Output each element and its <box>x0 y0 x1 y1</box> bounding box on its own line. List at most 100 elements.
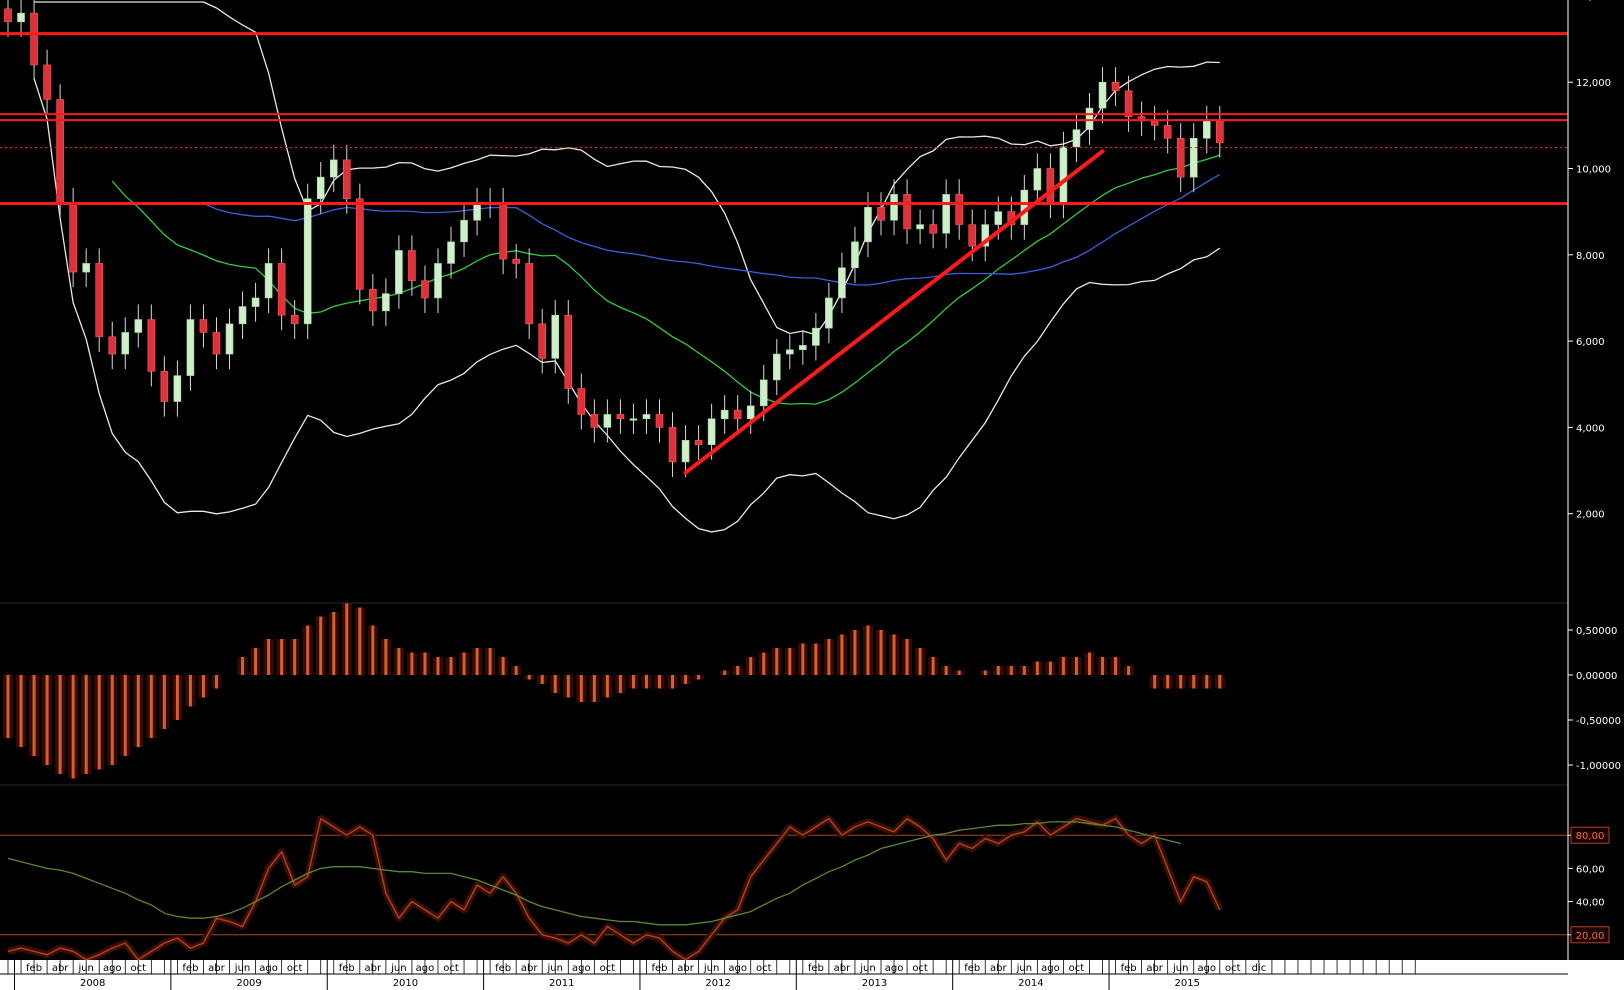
histogram-bar <box>1035 661 1039 675</box>
oscillator-panel <box>3 603 1225 779</box>
histogram-bar <box>853 630 857 675</box>
year-label: 2011 <box>549 978 574 989</box>
histogram-bar <box>736 666 740 675</box>
histogram-bar <box>944 666 948 675</box>
histogram-bar <box>827 639 831 675</box>
month-label: feb <box>964 963 980 974</box>
candle <box>590 414 599 428</box>
tick-label: 60,00 <box>1576 864 1605 875</box>
candle <box>473 202 481 221</box>
tick-label: 2,000 <box>1576 510 1605 521</box>
year-label: 2012 <box>705 978 730 989</box>
candle <box>356 198 364 290</box>
histogram-bar <box>1022 666 1026 675</box>
level-label-box <box>1570 926 1610 944</box>
tick-label: 14,000 <box>1576 0 1611 3</box>
month-label: abr <box>834 963 851 974</box>
candle <box>160 371 169 402</box>
candle <box>538 323 547 359</box>
month-label: abr <box>677 963 694 974</box>
candle <box>825 297 833 329</box>
tick-label: 80,00 <box>1576 831 1605 842</box>
candle <box>955 194 963 225</box>
month-label: feb <box>651 963 667 974</box>
candle <box>329 159 338 178</box>
histogram-bar <box>1127 666 1131 675</box>
candle <box>746 405 755 420</box>
candle <box>551 314 560 359</box>
month-label: jun <box>703 963 719 974</box>
histogram-bar <box>605 675 609 698</box>
candle <box>720 409 729 420</box>
histogram-bar <box>58 675 62 774</box>
histogram-bar <box>1061 657 1065 675</box>
month-label: abr <box>990 963 1007 974</box>
time-axis-bg <box>0 960 1624 990</box>
candle <box>759 379 768 407</box>
candle <box>382 293 390 312</box>
month-label: oct <box>131 963 147 974</box>
histogram-bar <box>201 675 205 698</box>
month-label: abr <box>52 963 69 974</box>
candle <box>707 418 716 445</box>
candle <box>499 202 507 260</box>
histogram-bar <box>1179 675 1183 689</box>
histogram-bar <box>697 675 701 680</box>
candle <box>877 207 885 221</box>
histogram-bar <box>254 648 258 675</box>
histogram-bar <box>241 657 245 675</box>
candle <box>82 263 90 273</box>
month-label: feb <box>339 963 355 974</box>
candle <box>655 414 664 428</box>
histogram-bar <box>514 666 518 675</box>
tick-label: 6,000 <box>1576 337 1605 348</box>
histogram-bar <box>6 675 10 738</box>
histogram-bar <box>996 666 1000 675</box>
time-axis: feb abr jun ago oct feb abr jun ago oct feb abr jun a… <box>0 960 1624 990</box>
candle <box>890 194 898 221</box>
month-label: oct <box>287 963 303 974</box>
candle <box>4 8 12 23</box>
candle <box>772 353 781 381</box>
histogram-bar <box>553 675 557 693</box>
month-label: feb <box>26 963 42 974</box>
histogram-bar <box>488 648 492 675</box>
histogram-bar <box>162 675 166 729</box>
histogram-bar <box>71 675 75 779</box>
candle <box>303 198 312 325</box>
stochastic-panel <box>0 815 1568 964</box>
histogram-bar <box>1009 666 1013 675</box>
candle <box>1111 81 1120 92</box>
histogram-bar <box>631 675 635 689</box>
candle <box>616 414 625 420</box>
candle <box>17 12 25 23</box>
bollinger-upper <box>34 1 1220 336</box>
candle <box>1072 129 1081 148</box>
month-label: jun <box>234 963 250 974</box>
month-label: feb <box>182 963 198 974</box>
month-label: oct <box>1069 963 1085 974</box>
histogram-bar <box>306 625 310 675</box>
candle <box>1059 146 1068 204</box>
candle <box>564 314 573 389</box>
candle <box>421 280 429 299</box>
month-label: jun <box>77 963 93 974</box>
histogram-bar <box>462 652 466 675</box>
histogram-bar <box>905 639 909 675</box>
histogram-bar <box>19 675 23 747</box>
histogram-bar <box>723 670 727 675</box>
histogram-bar <box>579 675 583 702</box>
candle <box>395 250 403 294</box>
candle <box>408 250 416 281</box>
tick-label: 10,000 <box>1576 165 1611 176</box>
histogram-bar <box>332 612 336 675</box>
candle <box>238 306 247 325</box>
candle <box>1215 120 1224 143</box>
candle <box>642 414 651 420</box>
histogram-bar <box>110 675 114 765</box>
histogram-bar <box>983 670 987 675</box>
tick-label: 12,000 <box>1576 78 1611 89</box>
tick-label: 4,000 <box>1576 423 1605 434</box>
histogram-bar <box>801 643 805 675</box>
histogram-bar <box>1153 675 1157 689</box>
